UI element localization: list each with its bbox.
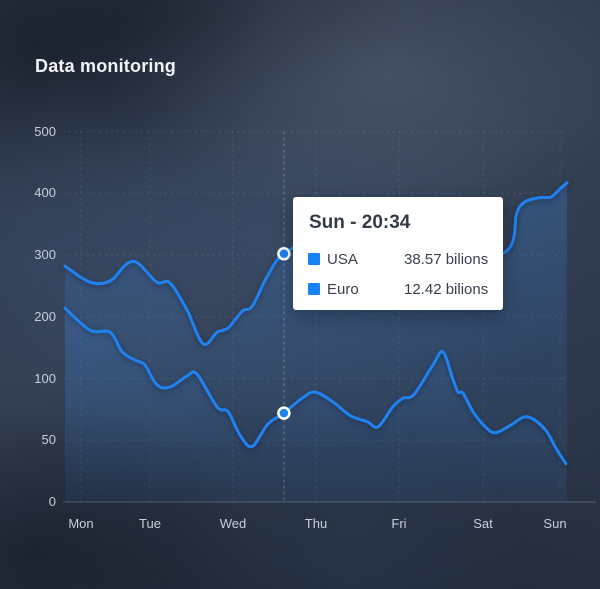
series-swatch-icon (308, 253, 320, 265)
y-axis-label: 400 (34, 185, 56, 200)
x-axis-label: Sun (543, 516, 567, 531)
tooltip-row-euro: Euro 12.42 bilions (293, 274, 503, 304)
usa-line (63, 181, 569, 347)
hover-point-usa (277, 247, 291, 261)
tooltip-series-label: Euro (327, 280, 359, 298)
euro-area (65, 308, 566, 502)
euro-line (63, 306, 568, 466)
hover-point-euro (277, 406, 291, 420)
x-axis-label: Tue (139, 516, 161, 531)
page-title: Data monitoring (35, 56, 176, 76)
tooltip-series-value: 12.42 bilions (404, 280, 489, 298)
tooltip-row-usa: USA 38.57 bilions (293, 244, 503, 274)
x-axis-label: Mon (68, 516, 94, 531)
y-axis-label: 200 (34, 309, 56, 324)
y-axis-label: 50 (41, 432, 56, 447)
x-axis-label: Fri (391, 516, 407, 531)
y-axis-label: 0 (48, 494, 56, 509)
tooltip-title: Sun - 20:34 (309, 212, 411, 233)
x-axis-label: Thu (304, 516, 328, 531)
y-axis-label: 500 (34, 124, 56, 139)
series-swatch-icon (308, 283, 320, 295)
x-axis-label: Wed (219, 516, 247, 531)
tooltip-series-label: USA (327, 250, 358, 268)
tooltip-series-value: 38.57 bilions (404, 250, 489, 268)
x-axis-label: Sat (473, 516, 493, 531)
y-axis-label: 100 (34, 371, 56, 386)
chart-tooltip: Sun - 20:34 USA 38.57 bilions Euro 12.42… (293, 197, 503, 310)
y-axis-label: 300 (34, 247, 56, 262)
